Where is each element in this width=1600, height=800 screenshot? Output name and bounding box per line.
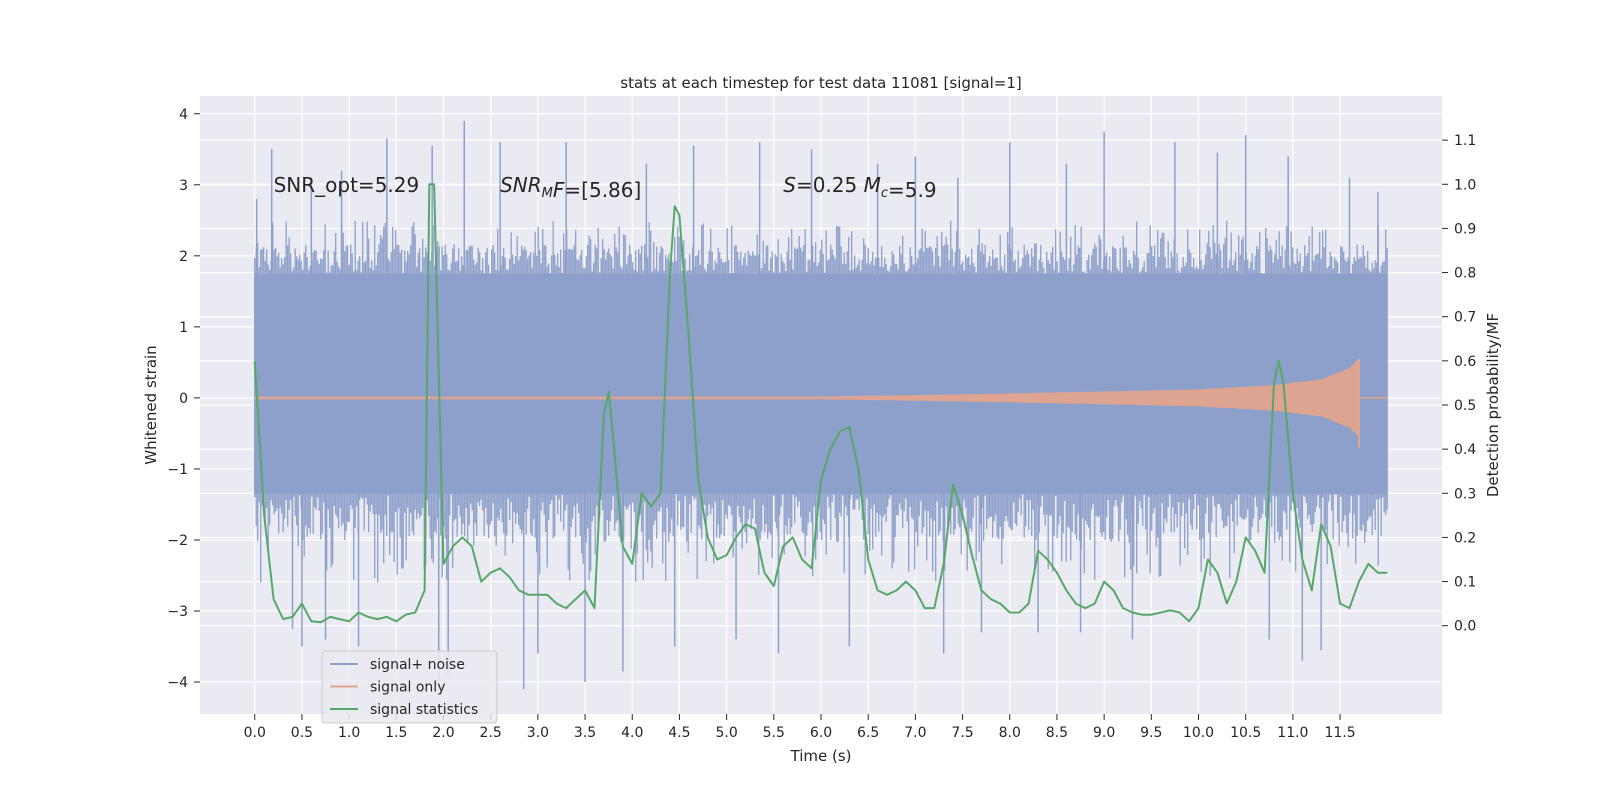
yl-tick-label-2: −2 — [167, 533, 188, 549]
yr-tick-label-8: 0.8 — [1454, 266, 1476, 282]
signal-only-series — [254, 358, 1388, 448]
legend-label-1: signal only — [370, 680, 445, 696]
annotations: SNR_opt=5.29 SNRMF=[5.86] S=0.25 Mc=5.9 — [274, 173, 937, 202]
x-tick-label-2: 1.0 — [338, 725, 360, 741]
yl-tick-label-4: 0 — [179, 391, 188, 407]
x-axis-label: Time (s) — [790, 747, 852, 765]
yr-tick-label-0: 0.0 — [1454, 619, 1476, 635]
x-tick-label-16: 8.0 — [999, 725, 1021, 741]
y-axis-left-label: Whitened strain — [142, 345, 160, 464]
y-axis-right: 0.0 0.1 0.2 0.3 0.4 0.5 0.6 0.7 0.8 0.9 1.0 1.1 — [1442, 133, 1476, 635]
legend-label-2: signal statistics — [370, 702, 478, 718]
x-tick-label-15: 7.5 — [951, 725, 973, 741]
yr-tick-label-7: 0.7 — [1454, 310, 1476, 326]
legend: signal+ noise signal only signal statistic… — [321, 650, 498, 724]
x-tick-label-13: 6.5 — [857, 725, 879, 741]
yr-tick-label-1: 0.1 — [1454, 575, 1476, 591]
annotation-snr-mf: SNRMF=[5.86] — [500, 173, 641, 202]
annotation-snr-opt: SNR_opt=5.29 — [274, 173, 420, 197]
x-tick-label-10: 5.0 — [715, 725, 737, 741]
x-axis: 0.0 0.5 1.0 1.5 2.0 2.5 3.0 3.5 4.0 4.5 5.0 5.5 6.0 6… — [244, 714, 1356, 741]
yr-tick-label-3: 0.3 — [1454, 486, 1476, 502]
yl-tick-label-0: −4 — [167, 675, 188, 691]
x-tick-label-22: 11.0 — [1277, 725, 1308, 741]
x-tick-label-23: 11.5 — [1324, 725, 1355, 741]
yl-tick-label-5: 1 — [179, 320, 188, 336]
yr-tick-label-10: 1.0 — [1454, 177, 1476, 193]
signal-envelope — [254, 358, 1359, 437]
x-tick-label-20: 10.0 — [1183, 725, 1214, 741]
yr-tick-label-4: 0.4 — [1454, 442, 1476, 458]
x-tick-label-17: 8.5 — [1046, 725, 1068, 741]
yr-tick-label-2: 0.2 — [1454, 530, 1476, 546]
yl-tick-label-6: 2 — [179, 249, 188, 265]
x-tick-label-19: 9.5 — [1140, 725, 1162, 741]
x-tick-label-0: 0.0 — [244, 725, 266, 741]
x-tick-label-7: 3.5 — [574, 725, 596, 741]
y-axis-right-label: Detection probability/MF — [1484, 313, 1502, 497]
noise-series — [254, 120, 1388, 690]
x-tick-label-12: 6.0 — [810, 725, 832, 741]
x-tick-label-4: 2.0 — [432, 725, 454, 741]
x-tick-label-18: 9.0 — [1093, 725, 1115, 741]
x-tick-label-21: 10.5 — [1230, 725, 1261, 741]
yr-tick-label-5: 0.5 — [1454, 398, 1476, 414]
x-tick-label-14: 7.0 — [904, 725, 926, 741]
x-tick-label-8: 4.0 — [621, 725, 643, 741]
yl-tick-label-1: −3 — [167, 604, 188, 620]
legend-label-0: signal+ noise — [370, 657, 465, 673]
yr-tick-label-9: 0.9 — [1454, 221, 1476, 237]
yr-tick-label-6: 0.6 — [1454, 354, 1476, 370]
yl-tick-label-7: 3 — [179, 178, 188, 194]
chart-title: stats at each timestep for test data 110… — [620, 74, 1021, 92]
annotation-s-mc: S=0.25 Mc=5.9 — [783, 173, 936, 202]
x-tick-label-11: 5.5 — [763, 725, 785, 741]
x-tick-label-1: 0.5 — [291, 725, 313, 741]
x-tick-label-9: 4.5 — [668, 725, 690, 741]
y-axis-left: −4 −3 −2 −1 0 1 2 3 4 — [167, 107, 200, 691]
x-tick-label-6: 3.0 — [527, 725, 549, 741]
x-tick-label-5: 2.5 — [480, 725, 502, 741]
legend-box — [321, 650, 498, 724]
x-tick-label-3: 1.5 — [385, 725, 407, 741]
stats-line — [253, 183, 1388, 624]
yr-tick-label-11: 1.1 — [1454, 133, 1476, 149]
yl-tick-label-8: 4 — [179, 107, 188, 123]
signal-statistics-series — [253, 183, 1388, 624]
yl-tick-label-3: −1 — [167, 462, 188, 478]
